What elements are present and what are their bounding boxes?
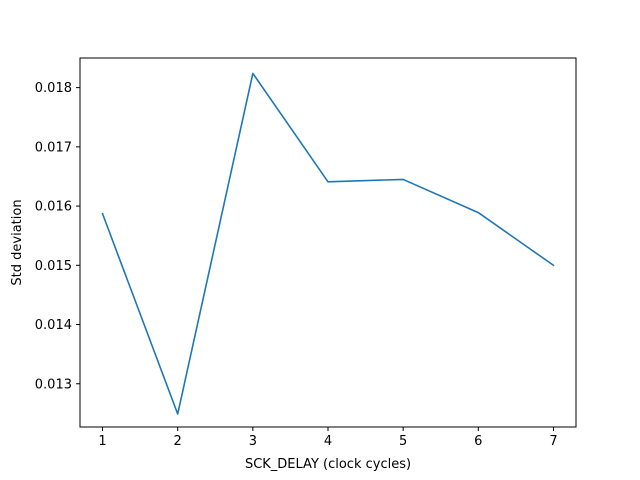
x-tick-label: 7 <box>549 434 557 449</box>
y-tick-label: 0.015 <box>35 259 72 274</box>
y-tick-label: 0.016 <box>35 200 72 215</box>
y-tick-label: 0.017 <box>35 140 72 155</box>
x-axis-label: SCK_DELAY (clock cycles) <box>245 457 411 472</box>
y-tick-label: 0.013 <box>35 377 72 392</box>
x-tick-label: 2 <box>174 434 182 449</box>
series-layer <box>101 72 555 415</box>
x-tick-label: 5 <box>399 434 407 449</box>
series-line <box>101 72 555 415</box>
plot-area <box>80 58 576 427</box>
x-tick-label: 6 <box>474 434 482 449</box>
y-axis-label: Std deviation <box>10 199 25 285</box>
y-tick-label: 0.014 <box>35 318 72 333</box>
x-axis-ticks: 1 2 3 4 5 6 7 <box>98 427 558 449</box>
x-tick-label: 1 <box>98 434 106 449</box>
y-axis-ticks: 0.013 0.014 0.015 0.016 0.017 0.018 <box>35 81 80 392</box>
x-tick-label: 3 <box>249 434 257 449</box>
y-tick-label: 0.018 <box>35 81 72 96</box>
x-tick-label: 4 <box>324 434 332 449</box>
